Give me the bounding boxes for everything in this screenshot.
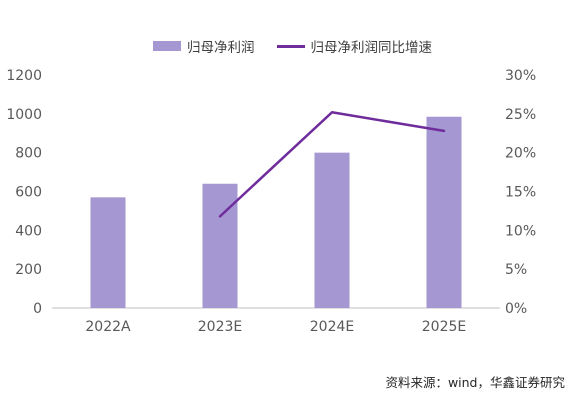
right-axis-tick-label: 30% (505, 68, 536, 84)
x-axis-tick-label: 2024E (310, 319, 354, 335)
chart-legend: 归母净利润 归母净利润同比增速 (0, 36, 585, 56)
legend-line-label: 归母净利润同比增速 (310, 40, 433, 56)
legend-item-bar: 归母净利润 (153, 36, 255, 56)
left-axis-tick-label: 200 (15, 262, 42, 278)
left-axis-tick-label: 1000 (6, 107, 42, 123)
left-axis-tick-label: 800 (15, 146, 42, 162)
legend-bar-swatch (153, 41, 181, 51)
left-axis-tick-label: 1200 (6, 68, 42, 84)
right-axis-tick-label: 25% (505, 107, 536, 123)
legend-item-line: 归母净利润同比增速 (276, 36, 433, 56)
left-axis-tick-label: 400 (15, 223, 42, 239)
left-axis-tick-label: 600 (15, 185, 42, 201)
bar (426, 116, 462, 308)
right-axis-tick-label: 0% (505, 301, 527, 317)
right-axis-tick-label: 5% (505, 262, 527, 278)
growth-line (218, 111, 446, 218)
right-axis-tick-label: 10% (505, 223, 536, 239)
legend-line-swatch (276, 44, 305, 48)
left-axis-tick-label: 0 (33, 301, 42, 317)
right-axis-tick-label: 20% (505, 146, 536, 162)
bar (202, 183, 238, 308)
right-axis-tick-label: 15% (505, 185, 536, 201)
x-axis-tick-label: 2023E (198, 319, 242, 335)
legend-bar-label: 归母净利润 (187, 40, 255, 56)
source-note: 资料来源：wind，华鑫证券研究 (385, 375, 565, 390)
bar (314, 152, 350, 308)
x-axis-tick-label: 2025E (422, 319, 466, 335)
x-axis-tick-label: 2022A (85, 319, 131, 335)
bar (90, 197, 126, 308)
